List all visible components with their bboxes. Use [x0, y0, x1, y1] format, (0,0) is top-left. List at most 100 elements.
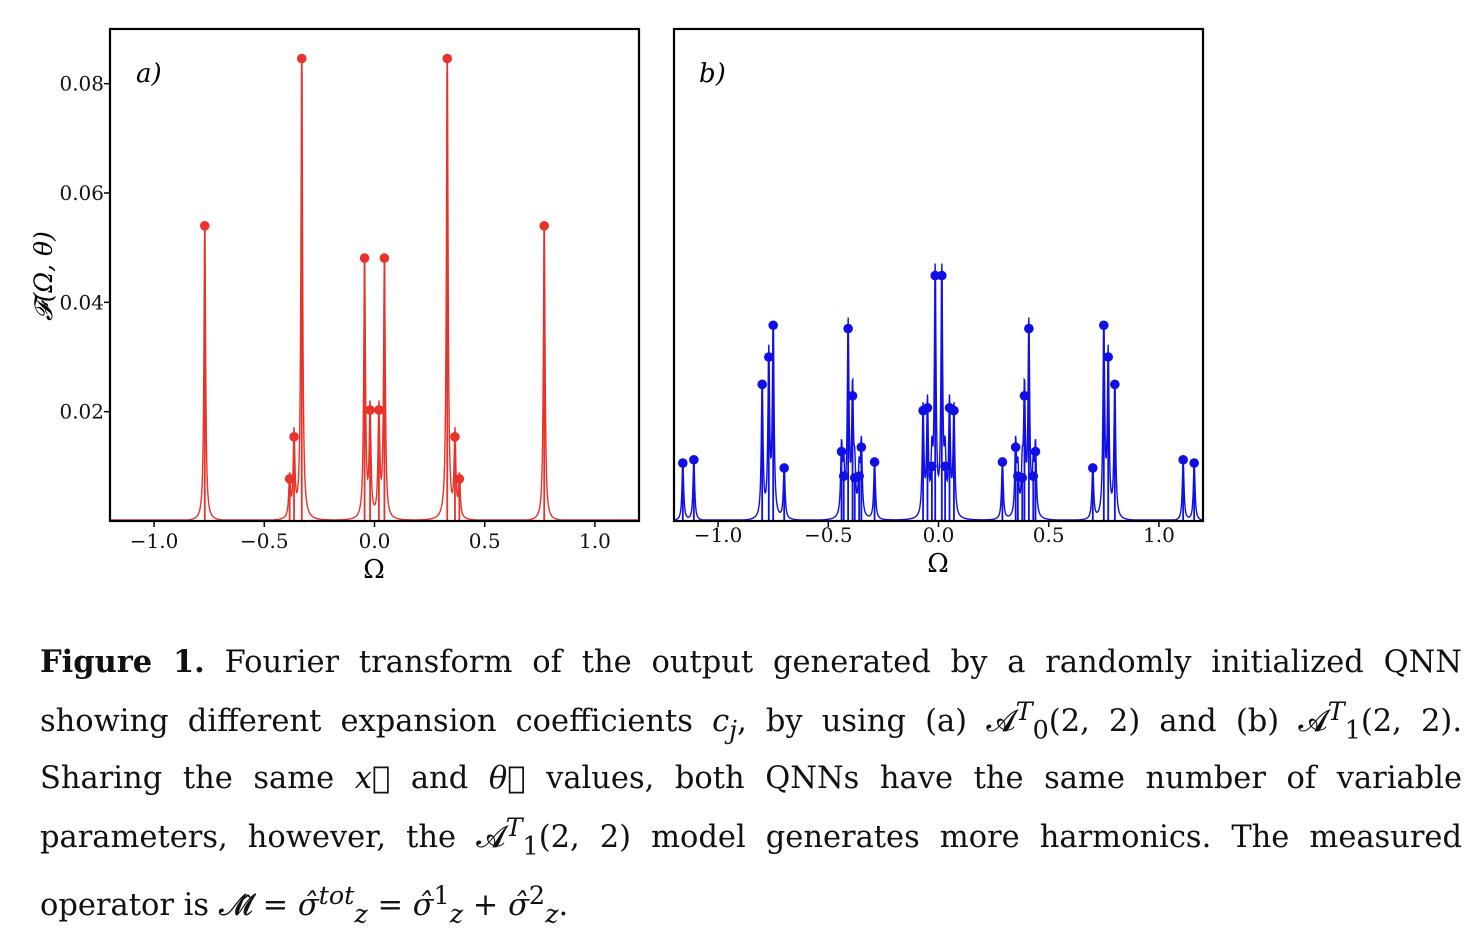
spectrum-curve: [110, 71, 639, 521]
caption-model-c-args: (2, 2): [538, 820, 632, 856]
stem-marker: [836, 446, 847, 457]
caption-sigma-tot-sub: z: [354, 898, 367, 928]
panel-b-plot: −1.0 −0.5 0.0 0.5 1.0 b) Ω: [672, 27, 1205, 579]
caption-model-a-sup-text: T: [1015, 696, 1033, 726]
caption-c-subscript-text: j: [729, 714, 738, 745]
panel-b-spectrum-curve: [673, 263, 1204, 521]
stem-marker: [199, 221, 210, 231]
stem-marker: [1010, 442, 1021, 453]
caption-model-c-sup: T: [506, 812, 523, 842]
panel-b-markers: [678, 270, 1199, 483]
panel-b-x-ticks: −1.0 −0.5 0.0 0.5 1.0: [694, 521, 1175, 547]
caption-model-a-args: (2, 2): [1048, 704, 1141, 740]
caption-plus: +: [463, 887, 509, 923]
stem-marker: [374, 405, 384, 415]
caption-model-b-sup: T: [1328, 696, 1345, 726]
panel-a-spectrum-curve: [110, 71, 639, 521]
x-tick-label: −0.5: [804, 523, 853, 547]
panel-a-plot: −1.0 −0.5 0.0 0.5 1.0 0.020.040.060.08 a) Ω …: [29, 27, 641, 585]
stem-marker: [284, 474, 295, 484]
x-tick-label: 0.5: [1033, 523, 1065, 547]
y-tick-label: 0.02: [59, 400, 104, 424]
stem-marker: [379, 253, 390, 263]
caption-sigma-2-sub: z: [545, 898, 558, 928]
x-tick-label: 1.0: [1143, 523, 1175, 547]
caption-model-b: 𝓐: [1298, 704, 1328, 740]
caption-model-c-sub: 1: [522, 830, 539, 861]
stem-marker: [454, 474, 465, 484]
y-tick-label: 0.08: [59, 72, 104, 96]
caption-model-a: 𝓐: [986, 704, 1016, 740]
caption-c-symbol: c: [712, 704, 730, 740]
caption-model-b-sup-text: T: [1327, 696, 1345, 726]
caption-sigma-1-sup: 1: [433, 879, 450, 910]
stem-marker: [1103, 352, 1114, 362]
caption-text-3: and (b): [1140, 704, 1299, 740]
stem-marker: [1024, 323, 1034, 334]
x-tick-label: −0.5: [240, 529, 289, 553]
caption-model-b-sub: 1: [1344, 714, 1361, 745]
stem-marker: [678, 458, 688, 468]
stem-marker: [1019, 391, 1030, 401]
y-tick-label: 0.04: [59, 290, 104, 314]
caption-text-1: Fourier transform of the output generate…: [40, 645, 1462, 740]
stem-marker: [854, 471, 864, 481]
stem-marker: [997, 457, 1008, 467]
stem-marker: [365, 405, 375, 415]
panel-a-x-ticks: −1.0 −0.5 0.0 0.5 1.0: [130, 521, 611, 553]
stem-marker: [539, 221, 550, 231]
caption-c-subscript: j: [729, 714, 737, 744]
panel-b-stems: [681, 275, 1196, 520]
stem-marker: [847, 391, 858, 401]
panel-b-label: b): [699, 59, 726, 89]
caption-sigma-tot-sub-text: z: [354, 897, 368, 928]
caption-sigma-tot-sup-text: tot: [318, 879, 355, 910]
stem-marker: [927, 461, 937, 472]
stem-marker: [1178, 454, 1188, 465]
y-tick-label: 0.06: [59, 181, 104, 205]
stem-marker: [1110, 379, 1120, 390]
caption-sigma-2: σ̂: [508, 887, 529, 923]
caption-text-4: . Sharing the same: [40, 704, 1463, 797]
x-tick-label: 0.0: [923, 523, 955, 547]
caption-equals-1: =: [252, 887, 298, 923]
stem-marker: [930, 270, 940, 281]
stem-marker: [779, 463, 790, 473]
x-tick-label: 0.0: [359, 529, 391, 553]
caption-model-c: 𝓐: [476, 820, 506, 856]
caption-end: .: [558, 887, 569, 923]
panel-b-x-axis-label: Ω: [927, 549, 949, 579]
stem-marker: [1030, 446, 1041, 457]
figure-caption: Figure 1. Fourier transform of the outpu…: [40, 638, 1462, 938]
caption-sigma-2-sub-text: z: [545, 897, 559, 928]
stem-marker: [856, 442, 867, 453]
stem-marker: [1189, 458, 1199, 468]
caption-sigma-2-sup: 2: [528, 879, 546, 910]
caption-text-5: and: [390, 761, 489, 797]
caption-sigma-tot-sup: tot: [319, 880, 355, 910]
stem-marker: [922, 403, 933, 413]
spectrum-curve: [673, 263, 1204, 521]
figure-1-plots: −1.0 −0.5 0.0 0.5 1.0 0.020.040.060.08 a) Ω …: [29, 27, 1205, 585]
caption-x-vector: x⃗: [354, 761, 391, 797]
panel-a-y-axis-label: 𝓕(Ω, θ): [29, 231, 58, 321]
caption-model-c-sup-text: T: [505, 812, 523, 843]
caption-model-a-sup: T: [1016, 696, 1033, 726]
stem-marker: [1087, 463, 1098, 473]
stem-marker: [869, 457, 880, 467]
stem-marker: [1017, 473, 1028, 483]
caption-theta-vector: θ⃗: [488, 761, 526, 797]
panel-a-y-ticks: 0.02 0.04 0.06 0.08: [59, 72, 110, 424]
stem-marker: [763, 352, 774, 362]
stem-marker: [689, 454, 699, 465]
caption-equals-2: =: [367, 887, 413, 923]
caption-text-2: , by using (a): [737, 704, 987, 740]
caption-text-6: values, both QNNs have the same number o…: [40, 761, 1462, 856]
stem-marker: [359, 253, 370, 263]
stem-marker: [296, 53, 307, 64]
stem-marker: [1028, 471, 1039, 481]
panel-a-label: a): [136, 59, 162, 89]
stem-marker: [289, 432, 299, 442]
panel-a-frame: [108, 27, 641, 523]
stem-marker: [940, 461, 950, 472]
